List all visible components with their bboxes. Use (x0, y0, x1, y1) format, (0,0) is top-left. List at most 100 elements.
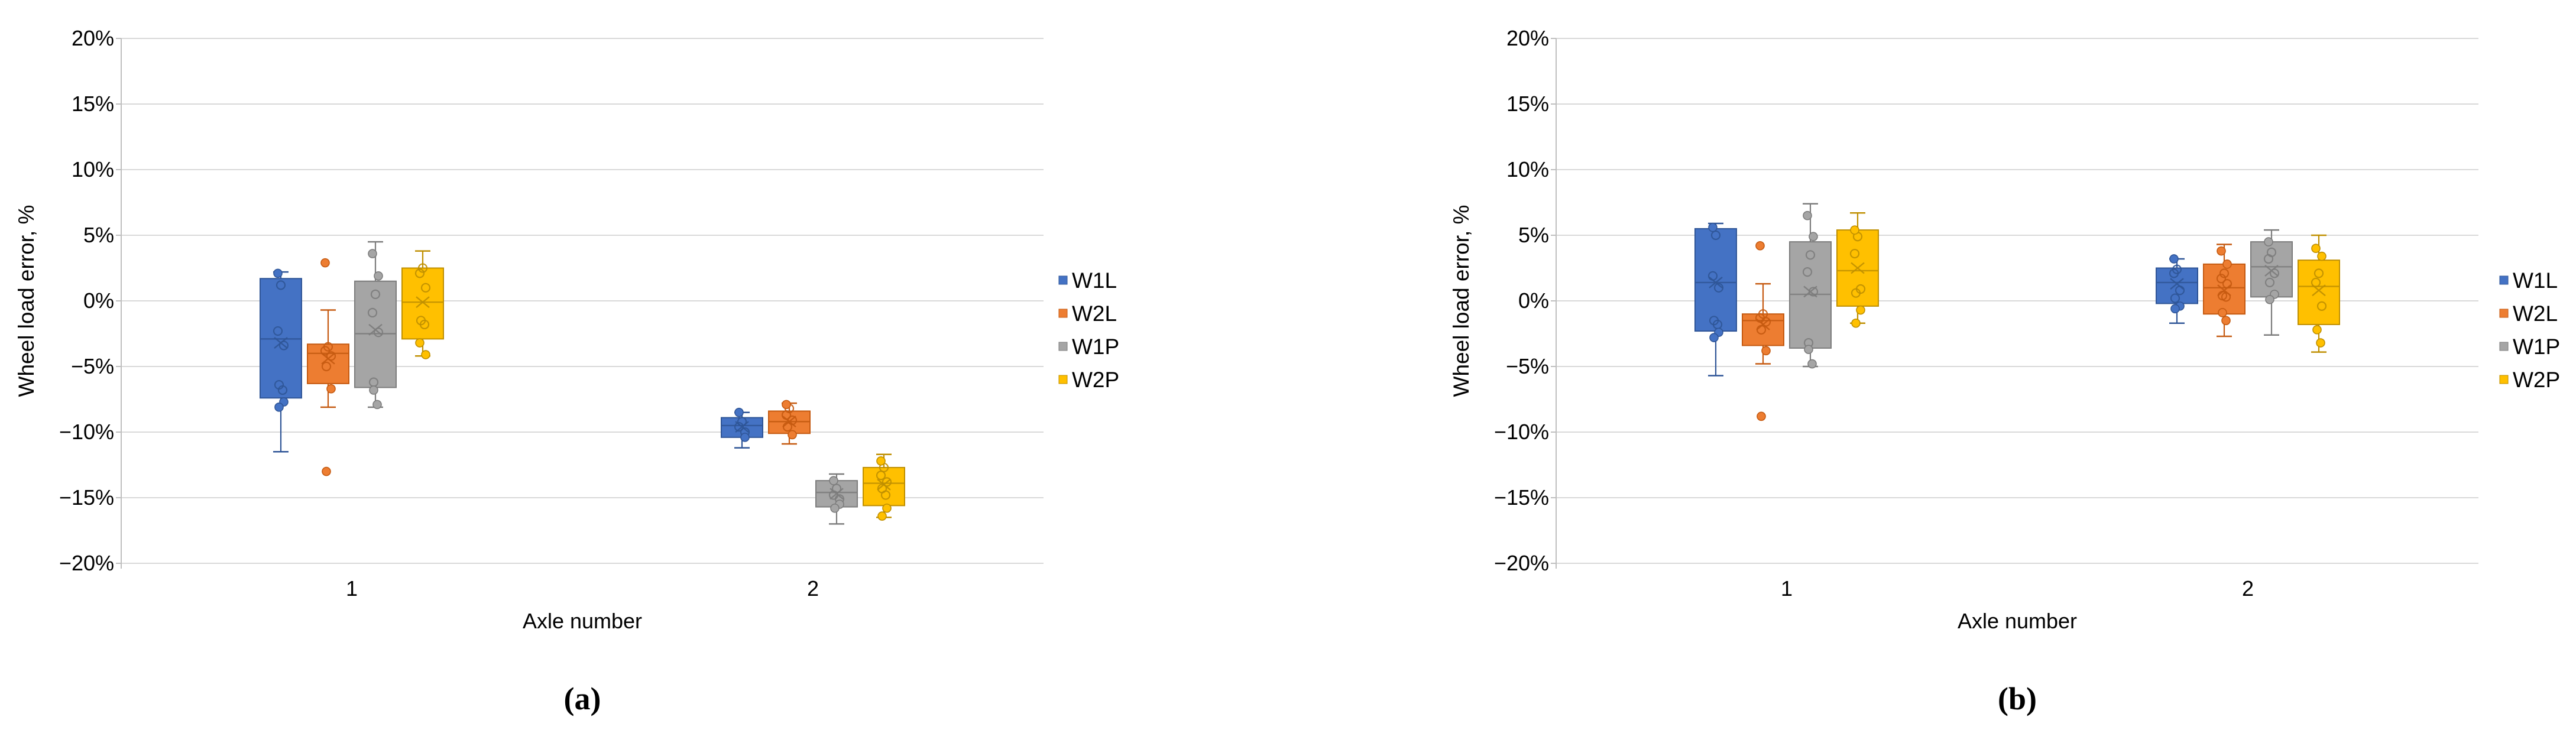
chart-panel-b: 20% 15% 10% 5% 0% −5% −10% −15% −20% Wheel load e… (1449, 26, 2560, 716)
mean-marker (368, 323, 383, 336)
data-point-circle (2170, 293, 2180, 303)
legend-swatch-W1L-icon (2499, 275, 2509, 285)
data-point-circle (737, 417, 747, 427)
legend-label: W2L (2513, 301, 2558, 326)
box-iqr (2298, 259, 2340, 325)
subfigure-caption-b: (b) (1998, 681, 2037, 716)
mean-marker (1756, 319, 1770, 330)
box-iqr (2250, 241, 2293, 298)
data-point-dot (2170, 304, 2180, 314)
legend-swatch-W2P-icon (2499, 375, 2509, 384)
subfigure-caption-a: (a) (564, 681, 601, 716)
y-axis-title: Wheel load error, % (1449, 205, 1473, 397)
data-point-circle (2264, 277, 2275, 288)
data-point-dot (2218, 308, 2227, 317)
data-point-dot (830, 503, 840, 513)
series-W1P (1789, 203, 2293, 369)
data-point-dot (1807, 359, 1817, 369)
boxplot-W2P-axle1 (401, 250, 444, 359)
series-W2P (1836, 212, 2340, 353)
data-point-dot (1761, 346, 1771, 356)
legend-label: W1P (2513, 335, 2560, 359)
boxplot-W1P-axle2 (815, 473, 858, 525)
data-point-dot (2312, 325, 2322, 335)
y-tick-label: −5% (1506, 354, 1549, 378)
series-W2L (307, 258, 811, 476)
y-axis-title: Wheel load error, % (14, 205, 38, 397)
data-point-circle (2311, 277, 2321, 288)
y-tick-label: 0% (1518, 288, 1549, 313)
x-tick-label: 2 (807, 576, 819, 601)
mean-marker (877, 478, 891, 491)
y-tick-label: 0% (83, 288, 114, 313)
data-point-circle (2313, 268, 2324, 278)
data-point-dot (2217, 246, 2226, 256)
data-point-circle (880, 490, 891, 500)
data-point-circle (1851, 288, 1861, 298)
mean-marker (782, 416, 796, 428)
data-point-circle (277, 385, 288, 395)
data-point-circle (414, 268, 425, 278)
box-iqr (307, 343, 349, 384)
y-tick-label: −15% (59, 485, 114, 510)
legend-item-W2L: W2L (1058, 301, 1117, 326)
data-point-circle (367, 307, 378, 318)
boxplot-W2P-axle2 (2298, 234, 2340, 353)
data-point-circle (320, 346, 330, 356)
y-tick-label: −5% (71, 354, 114, 378)
box-iqr (2203, 263, 2246, 315)
data-point-dot (788, 430, 797, 440)
data-point-dot (2264, 237, 2273, 246)
legend-label: W1L (1072, 268, 1117, 293)
boxplot-W1P-axle1 (354, 241, 397, 410)
data-point-circle (734, 422, 744, 432)
data-point-circle (273, 326, 283, 336)
data-point-dot (273, 268, 283, 278)
legend-label: W1L (2513, 268, 2558, 293)
y-tick-label: −10% (1494, 420, 1549, 444)
data-point-dot (2265, 294, 2274, 304)
data-point-dot (1755, 241, 1765, 251)
y-tick-label: −20% (59, 551, 114, 575)
data-point-circle (370, 289, 381, 299)
series-W2L (1742, 241, 2246, 421)
legend-item-W1P: W1P (2499, 335, 2560, 359)
legend-item-W1P: W1P (1058, 335, 1119, 359)
y-tick-label: −20% (1494, 551, 1549, 575)
legend-label: W2P (2513, 368, 2560, 392)
y-tick-label: 10% (1506, 157, 1549, 181)
boxplot-W1L-axle2 (2156, 254, 2198, 324)
data-point-dot (421, 350, 430, 359)
data-point-dot (876, 456, 886, 466)
data-point-dot (829, 476, 838, 485)
boxplot-W2P-axle1 (1836, 212, 1879, 328)
y-tick-label: −10% (59, 420, 114, 444)
data-point-circle (1802, 267, 1813, 277)
data-point-circle (321, 361, 332, 372)
mean-marker (2217, 284, 2231, 297)
data-point-dot (2316, 338, 2325, 348)
data-point-dot (1856, 305, 1865, 315)
series-W2P (401, 250, 905, 521)
boxplot-W1P-axle1 (1789, 203, 1832, 369)
mean-marker (735, 421, 749, 433)
legend-item-W1L: W1L (2499, 268, 2558, 293)
data-point-dot (372, 400, 382, 410)
data-point-circle (276, 280, 286, 290)
legend-label: W2P (1072, 368, 1119, 392)
legend-item-W2P: W2P (2499, 368, 2560, 392)
x-axis-title: Axle number (523, 609, 642, 633)
legend-swatch-W2P-icon (1058, 375, 1068, 384)
boxplot-W2L-axle1 (1742, 241, 1784, 421)
data-point-circle (420, 283, 431, 293)
mean-marker (321, 352, 335, 365)
legend-swatch-W2L-icon (1058, 309, 1068, 318)
mean-marker (2170, 278, 2184, 290)
mean-marker (1851, 262, 1865, 274)
data-point-circle (2216, 274, 2227, 284)
mean-marker (274, 337, 288, 349)
data-point-circle (876, 471, 886, 481)
data-point-dot (1804, 345, 1813, 354)
